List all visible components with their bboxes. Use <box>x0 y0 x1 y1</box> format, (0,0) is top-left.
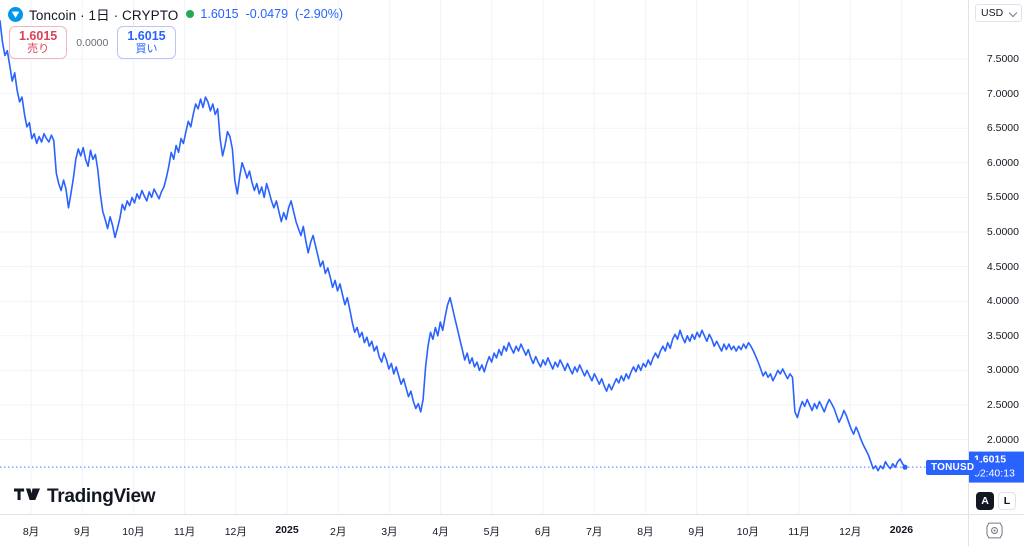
time-tick-label: 4月 <box>432 526 449 538</box>
toncoin-icon <box>8 6 23 22</box>
current-price-countdown: 02:40:13 <box>974 467 1015 480</box>
symbol-title[interactable]: Toncoin · 1日 · CRYPTO <box>29 8 179 23</box>
time-tick-label: 3月 <box>381 526 398 538</box>
time-tick-label: 2026 <box>889 524 914 536</box>
sell-price: 1.6015 <box>19 29 58 43</box>
time-axis[interactable]: 8月 9月 10月 11月 12月 2025 2月 3月 4月 5月 6月 7月 8月 9月 10月 11月 1… <box>0 514 1024 546</box>
sell-button[interactable]: 1.6015 売り <box>9 26 68 60</box>
time-tick-label: 8月 <box>22 526 40 538</box>
price-tick-label: 2.5000 <box>986 399 1019 411</box>
symbol-price-tag: TONUSD <box>926 460 980 476</box>
last-price: 1.6015 <box>200 7 239 21</box>
chart-pane[interactable] <box>0 0 968 514</box>
time-tick-label: 5月 <box>483 526 500 538</box>
autoscale-button[interactable]: A <box>976 492 994 510</box>
last-price-marker <box>902 464 908 470</box>
watermark-text: TradingView <box>47 486 156 507</box>
chevron-down-icon <box>1010 10 1017 17</box>
time-tick-label: 2025 <box>275 524 299 536</box>
spread-value: 0.0000 <box>76 36 109 49</box>
price-tick-label: 2.0000 <box>986 433 1019 446</box>
price-axis[interactable]: USD 7.5000 7.0000 6.5000 6.0000 5.5000 5.0000… <box>968 0 1024 514</box>
time-tick-label: 10月 <box>122 526 145 538</box>
log-scale-button[interactable]: L <box>998 492 1016 510</box>
time-axis-separator <box>968 515 969 546</box>
scale-buttons: A L <box>976 492 1016 510</box>
tradingview-logo-icon <box>14 487 40 508</box>
time-tick-label: 12月 <box>224 526 247 538</box>
time-tick-label: 11月 <box>788 526 810 538</box>
time-tick-label: 10月 <box>736 526 759 538</box>
time-tick-label: 7月 <box>586 526 603 538</box>
price-tick-label: 3.0000 <box>986 364 1019 377</box>
currency-select[interactable]: USD <box>975 4 1022 22</box>
buy-button[interactable]: 1.6015 買い <box>117 26 176 60</box>
price-change-abs: -0.0479 <box>245 7 289 21</box>
time-tick-label: 12月 <box>839 526 862 538</box>
chart-legend: Toncoin · 1日 · CRYPTO 1.6015 -0.0479 (-2… <box>8 4 343 24</box>
vertical-gridlines <box>30 0 902 514</box>
buy-label: 買い <box>135 43 158 55</box>
price-tick-label: 6.5000 <box>986 122 1019 135</box>
time-tick-label: 11月 <box>173 526 196 538</box>
price-tick-label: 6.0000 <box>986 156 1019 169</box>
price-tick-label: 4.0000 <box>986 295 1019 308</box>
tradingview-watermark: TradingView <box>14 486 156 508</box>
price-tick-label: 7.0000 <box>986 87 1019 100</box>
price-tick-label: 3.5000 <box>986 329 1019 342</box>
time-tick-label: 2月 <box>330 526 347 538</box>
time-tick-label: 9月 <box>688 526 705 538</box>
price-line-series <box>0 20 906 472</box>
sell-label: 売り <box>27 43 50 55</box>
price-tick-label: 4.5000 <box>986 260 1019 273</box>
price-tick-label: 5.0000 <box>986 226 1019 238</box>
time-tick-label: 8月 <box>637 526 654 538</box>
bid-ask-panel: 1.6015 売り 0.0000 1.6015 買い <box>9 26 176 60</box>
currency-label: USD <box>981 7 1004 19</box>
price-change-pct: (-2.90%) <box>295 7 343 21</box>
quote-block: 1.6015 -0.0479 (-2.90%) <box>200 7 343 21</box>
chart-canvas[interactable] <box>0 0 968 514</box>
current-price-value: 1.6015 <box>974 453 1007 466</box>
time-tick-label: 9月 <box>74 526 91 538</box>
buy-price: 1.6015 <box>127 29 166 43</box>
price-tick-label: 5.5000 <box>986 191 1019 204</box>
time-tick-label: 6月 <box>534 526 552 538</box>
crosshair-target-icon[interactable] <box>986 522 1003 539</box>
price-tick-label: 7.5000 <box>986 53 1019 65</box>
green-status-dot-icon <box>186 10 195 18</box>
horizontal-gridlines <box>0 58 968 441</box>
